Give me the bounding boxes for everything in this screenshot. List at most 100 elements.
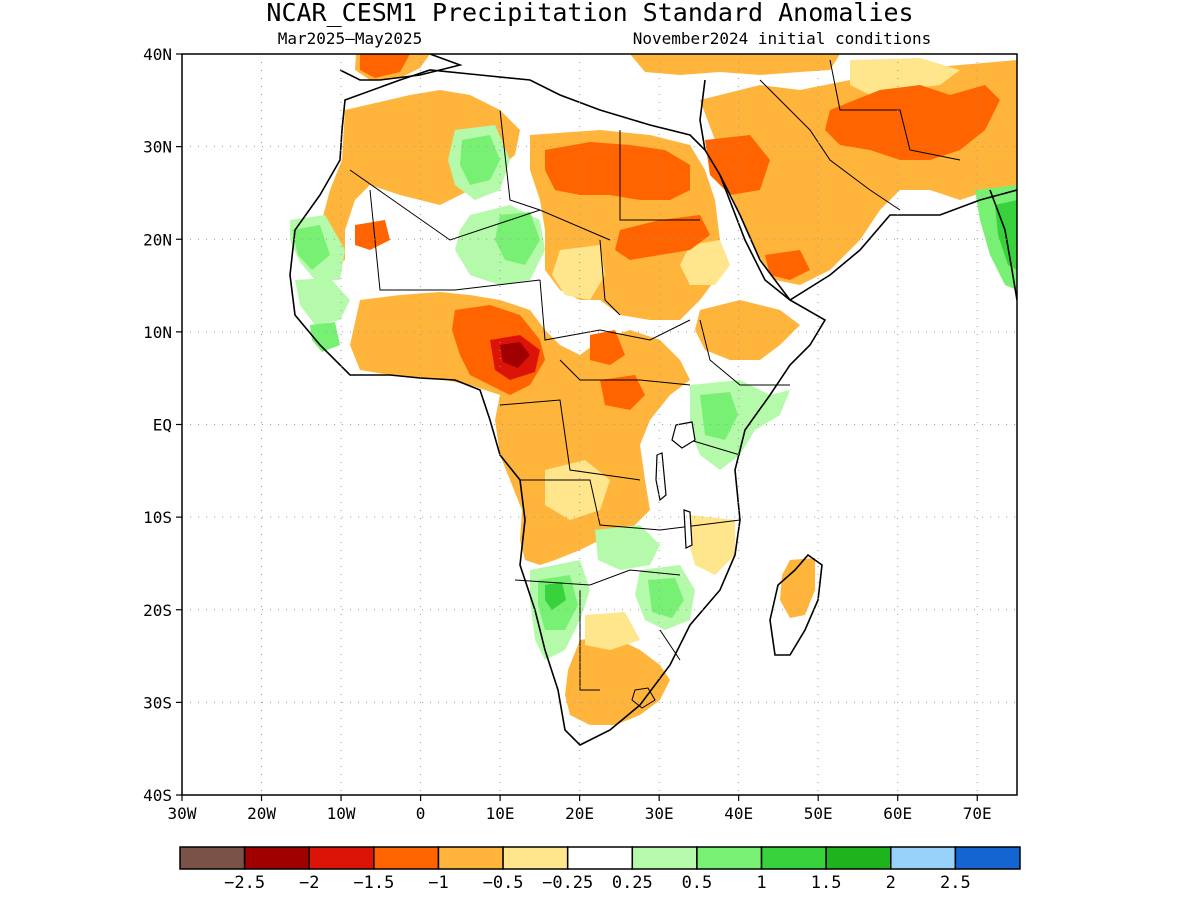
anomaly-negative-0.5 [565,635,670,725]
anomaly-patches [290,54,1017,725]
colorbar-label: 1.5 [811,873,842,893]
lon-tick-label: 10W [327,804,356,823]
lon-tick-label: 10E [486,804,515,823]
anomaly-negative-1 [600,375,645,410]
colorbar-label: 0.25 [612,873,653,893]
colorbar-swatch [696,846,763,870]
lat-tick-label: 30N [143,138,172,157]
lon-tick-label: 30E [645,804,674,823]
colorbar-swatch [566,846,634,870]
colorbar-swatch [179,846,246,870]
anomaly-negative-0.5 [630,54,840,75]
border [369,189,541,291]
border [659,629,681,661]
lat-tick-label: 20S [143,601,172,620]
lake-tanganyika [655,452,667,502]
lat-tick-label: 10N [143,323,172,342]
colorbar-swatch [954,846,1021,870]
colorbar-swatch [502,846,569,870]
anomaly-positive-0.5 [495,212,540,265]
africa-coastline [289,69,827,746]
anomaly-positive-0.5 [648,578,684,618]
anomaly-negative-1 [615,215,710,260]
border [349,169,611,241]
colorbar-swatch [760,846,827,870]
colorbar-label: 0.5 [682,873,713,893]
lon-tick-label: 30W [168,804,197,823]
colorbar-label: −2.5 [224,873,265,893]
colorbar-label: −0.25 [542,873,593,893]
colorbar-label: 1 [756,873,766,893]
border [499,109,541,211]
anomaly-negative-1 [590,330,625,365]
anomaly-positive-0.5 [292,225,330,270]
title: NCAR_CESM1 Precipitation Standard Anomal… [266,0,913,27]
border [619,130,700,221]
lesotho-border [631,687,656,709]
lat-tick-label: 30S [143,693,172,712]
anomaly-positive-0.25 [595,525,660,570]
colorbar: −2.5 −2 −1.5 −1 −0.5 −0.25 0.25 0.5 1 1.5 2 2.5 [179,846,1021,893]
anomaly-negative-1 [360,54,410,78]
map-plot [182,54,1017,746]
border [499,399,641,481]
arabia-coastline [699,79,1017,301]
anomaly-positive-0.5 [700,392,738,440]
anomaly-negative-1 [825,85,1000,160]
border [559,359,691,386]
colorbar-swatch [825,846,892,870]
india-coastline [989,189,1017,301]
colorbar-label: −1.5 [353,873,394,893]
anomaly-negative-0.25 [552,245,605,300]
colorbar-swatch [243,846,310,870]
colorbar-label: 2 [886,873,896,893]
border [829,59,961,161]
anomaly-positive-0.5 [310,322,340,352]
lake-victoria [671,421,696,449]
colorbar-swatch [308,846,375,870]
lon-tick-label: 60E [883,804,912,823]
border [514,569,681,586]
lat-tick-label: 10S [143,508,172,527]
border [699,319,790,386]
lat-tick-label: 40S [143,786,172,805]
madagascar-coastline [769,553,823,656]
anomaly-negative-0.5 [780,558,815,618]
colorbar-label: −0.5 [483,873,524,893]
colorbar-swatch [890,846,957,870]
anomaly-negative-1 [545,142,690,200]
lon-tick-label: 20W [247,804,276,823]
colorbar-label: −2 [299,873,319,893]
colorbar-label: −1 [428,873,448,893]
country-borders [349,59,961,709]
lon-tick-label: 20E [565,804,594,823]
colorbar-swatch [437,846,504,870]
border [599,239,621,316]
lat-tick-label: EQ [153,416,172,435]
coastlines [289,54,1017,746]
lat-tick-label: 20N [143,230,172,249]
anomaly-negative-0.25 [545,460,610,520]
anomaly-positive-0.5 [460,135,500,185]
lake-malawi [683,509,693,549]
lon-tick-label: 0 [416,804,426,823]
colorbar-swatch [631,846,698,870]
anomaly-negative-1 [765,250,810,280]
colorbar-swatch [373,846,440,870]
lon-tick-label: 50E [804,804,833,823]
anomaly-positive-0.25 [295,278,350,325]
anomaly-positive-1 [545,582,566,610]
lakes [655,421,696,549]
anomaly-negative-0.25 [688,515,735,575]
anomaly-negative-2 [500,342,530,368]
border [689,439,741,456]
border [579,590,600,691]
plot-frame [181,53,1018,796]
subtitle-left: Mar2025–May2025 [278,29,423,48]
anomaly-negative-0.25 [585,612,640,650]
anomaly-negative-0.25 [680,240,730,285]
lat-tick-label: 40N [143,45,172,64]
anomaly-negative-0.25 [850,58,960,95]
